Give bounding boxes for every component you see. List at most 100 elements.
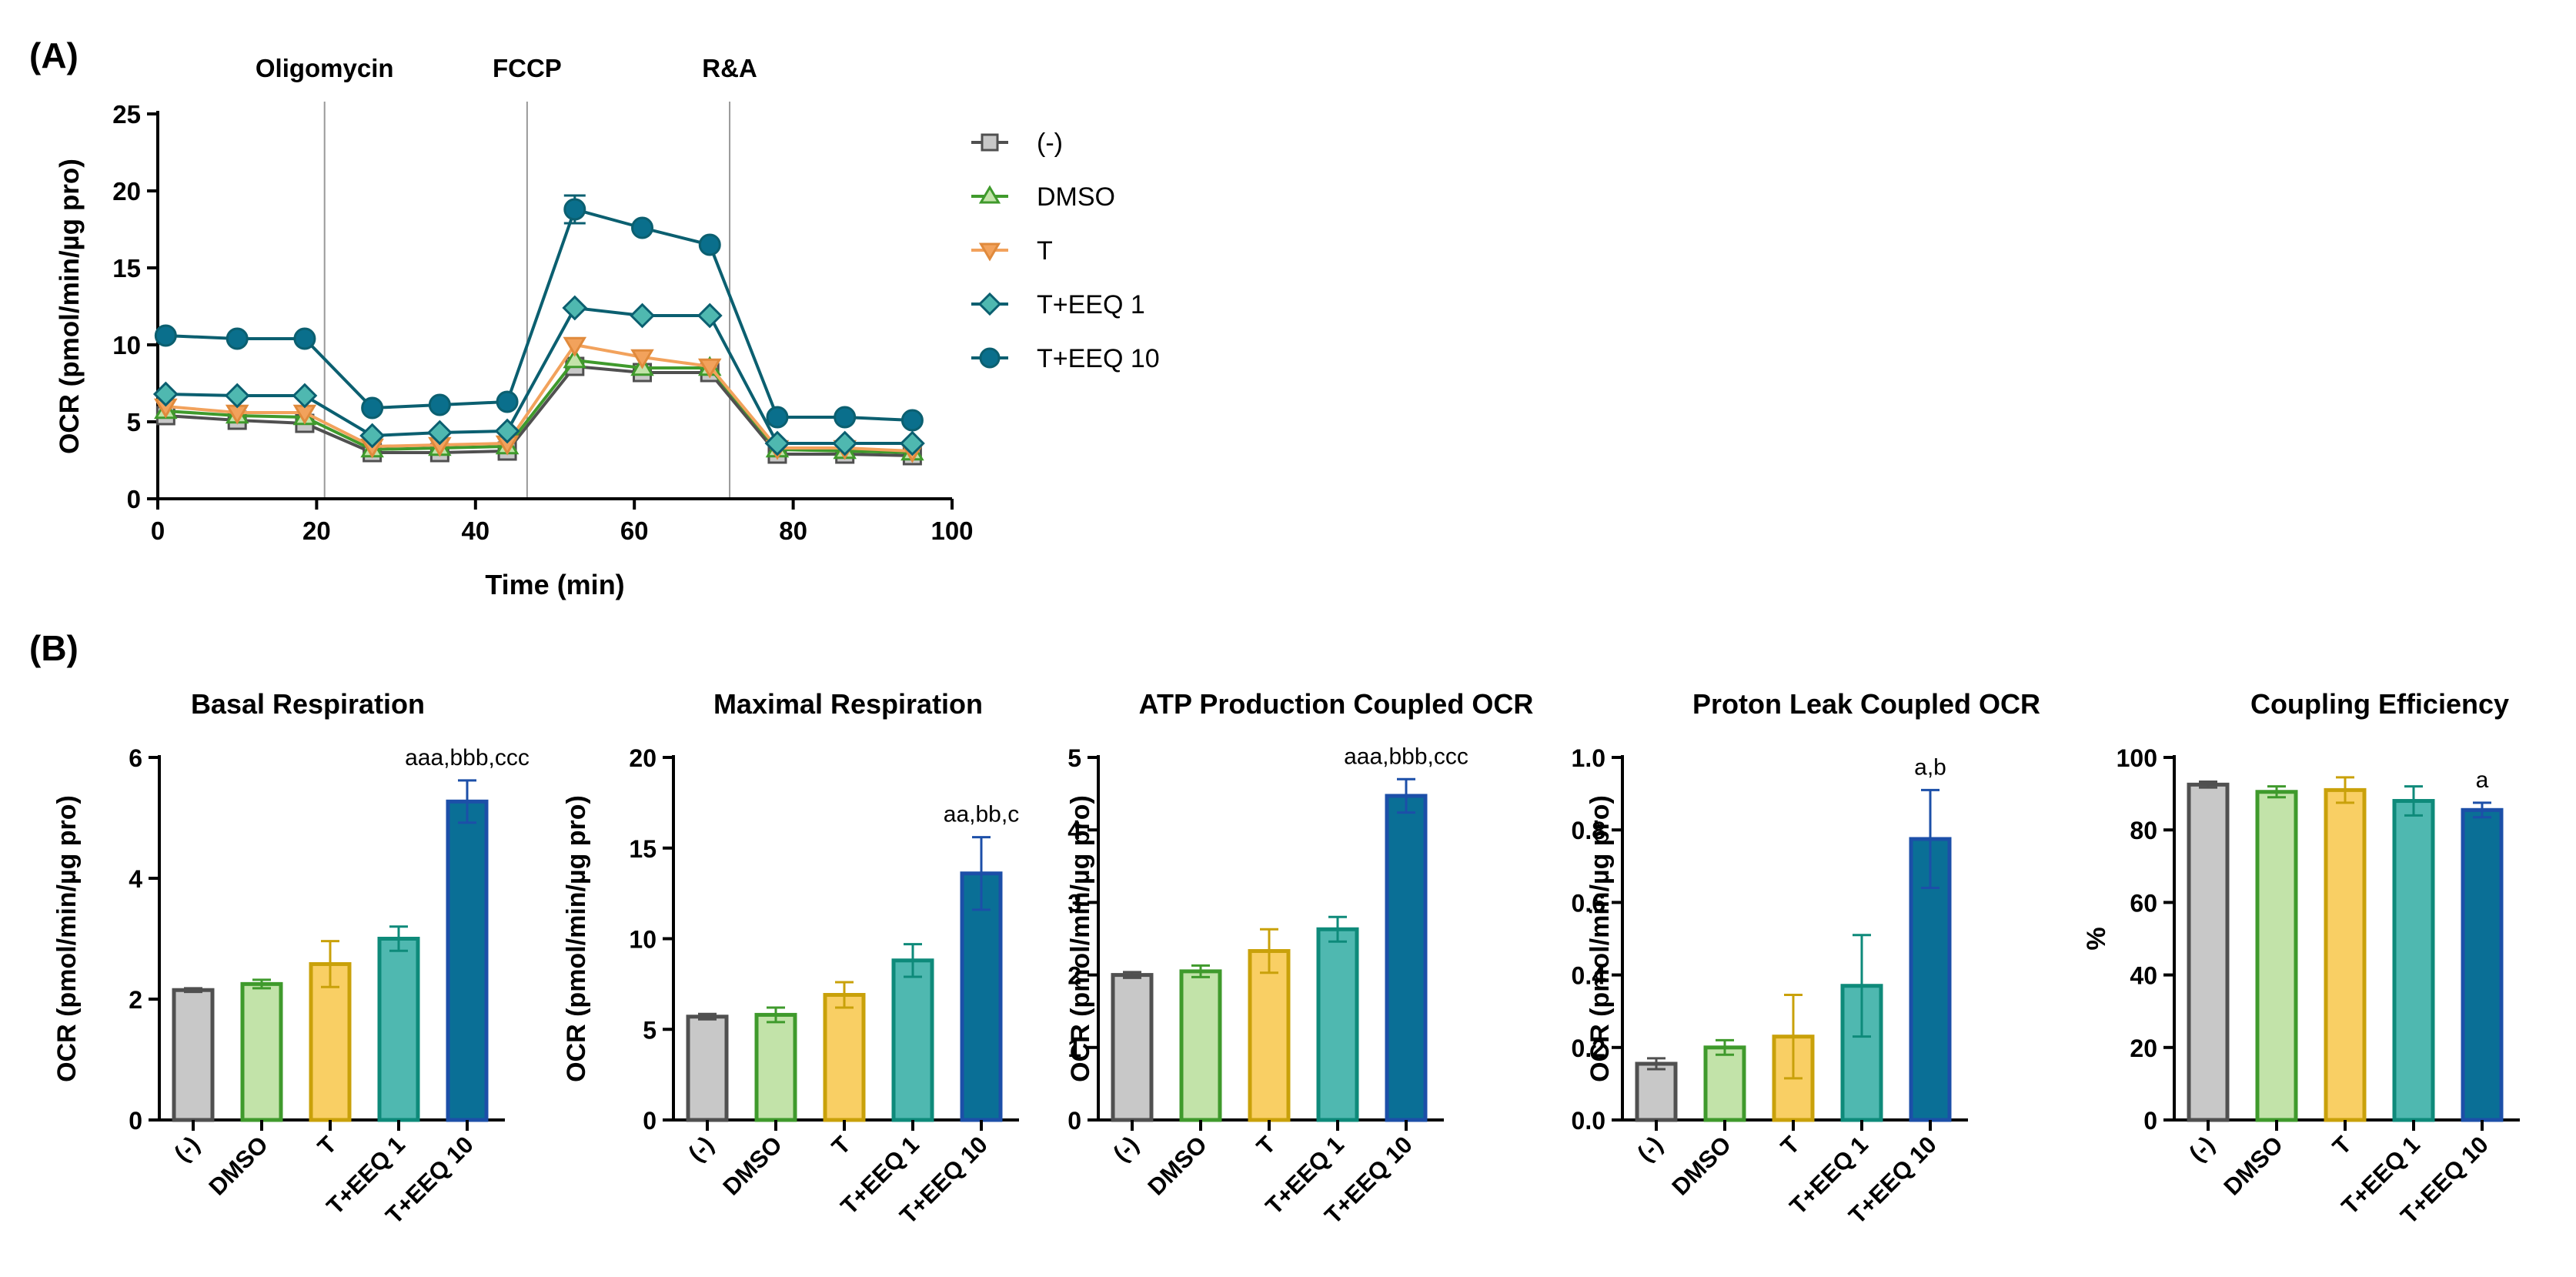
series-point	[630, 349, 654, 369]
significance-label: aaa,bbb,ccc	[405, 745, 530, 771]
bar-chart-4: Proton Leak Coupled OCR 0.0 0.2 0.4 0.6 0.8 1.…	[1572, 688, 2041, 1229]
series-point	[154, 324, 177, 347]
bar	[686, 1015, 729, 1122]
series-point	[152, 381, 179, 407]
series-point	[361, 396, 384, 420]
y-tick-label: 0.8	[1572, 817, 1605, 844]
y-axis-title: OCR (pmol/min/µg pro)	[1066, 795, 1095, 1082]
x-tick-label: T	[1776, 1131, 1805, 1160]
bar-chart-2: Maximal Respiration 0 5 10 15 20 OCR (pmol/min…	[562, 688, 1019, 1229]
x-tick-label: 100	[931, 516, 973, 545]
y-tick-label: 20	[629, 744, 657, 772]
y-tick-label: 6	[129, 744, 142, 772]
series-line	[165, 358, 913, 454]
y-tick-label: 1	[1067, 1035, 1081, 1062]
series-point	[563, 348, 587, 369]
bar	[1111, 973, 1154, 1122]
series-point	[224, 383, 250, 409]
y-tick-label: 2	[1067, 962, 1081, 990]
x-tick-label: 80	[779, 516, 807, 545]
bar	[891, 958, 934, 1122]
x-tick-label: (-)	[2183, 1131, 2220, 1167]
x-tick-label: T	[827, 1131, 856, 1160]
x-axis-title: Time (min)	[485, 569, 624, 600]
y-tick-label: 0	[643, 1107, 657, 1135]
chart-title: ATP Production Coupled OCR	[1139, 688, 1534, 720]
x-tick-label: 20	[302, 516, 331, 545]
y-tick-label: 20	[112, 177, 141, 206]
legend-marker	[978, 185, 1001, 204]
series-point	[698, 233, 721, 256]
series-point	[697, 303, 723, 329]
legend-marker	[979, 347, 1001, 369]
series-line	[165, 343, 913, 453]
y-tick-label: 5	[1067, 744, 1081, 772]
x-tick-label: DMSO	[203, 1131, 273, 1201]
series-point	[293, 327, 316, 350]
x-tick-label: T	[312, 1131, 342, 1160]
chart-title: Basal Respiration	[191, 688, 425, 720]
oxygen-consumption-line-chart: Oligomycin FCCP R&A 0 5 10 15 20 25 0 20 40 60 80 100 T…	[55, 54, 1160, 600]
bar	[172, 988, 215, 1122]
series-point	[766, 406, 789, 429]
significance-label: aaa,bbb,ccc	[1344, 744, 1468, 769]
bar	[823, 993, 866, 1122]
injection-label: R&A	[702, 54, 757, 82]
injection-label: Oligomycin	[256, 54, 394, 82]
y-tick-label: 0.2	[1572, 1035, 1605, 1062]
series-point	[562, 295, 588, 321]
y-tick-label: 3	[1067, 889, 1081, 917]
y-tick-label: 0.0	[1572, 1107, 1605, 1135]
bar	[1635, 1061, 1678, 1122]
bar	[2324, 787, 2367, 1122]
y-tick-label: 0.4	[1572, 962, 1606, 990]
series-line	[165, 364, 913, 457]
bar	[1703, 1045, 1746, 1122]
y-axis-title: OCR (pmol/min/µg pro)	[1585, 795, 1615, 1082]
legend-label: DMSO	[1037, 182, 1115, 212]
legend-marker	[981, 133, 999, 152]
significance-label: aa,bb,c	[944, 802, 1019, 827]
bar	[2255, 790, 2298, 1122]
y-tick-label: 5	[643, 1016, 657, 1044]
x-tick-label: 0	[151, 516, 165, 545]
y-axis-title: %	[2082, 927, 2111, 950]
legend-marker	[977, 292, 1002, 316]
bar	[2187, 782, 2230, 1122]
y-tick-label: 15	[112, 254, 141, 282]
x-tick-label: (-)	[683, 1131, 719, 1167]
y-tick-label: 10	[112, 331, 141, 359]
y-tick-label: 4	[129, 865, 142, 893]
bar	[1316, 927, 1359, 1122]
y-tick-label: 40	[2130, 962, 2157, 990]
y-tick-label: 0	[129, 1107, 142, 1135]
chart-title: Proton Leak Coupled OCR	[1692, 688, 2040, 720]
x-tick-label: T	[1251, 1131, 1281, 1160]
y-tick-label: 80	[2130, 817, 2157, 844]
y-tick-label: 0	[2143, 1107, 2157, 1135]
series-point	[631, 216, 654, 239]
x-tick-label: (-)	[1632, 1131, 1668, 1167]
y-tick-label: 5	[127, 408, 141, 436]
y-tick-label: 25	[112, 100, 141, 129]
legend-label: T	[1037, 236, 1053, 266]
significance-label: a	[2476, 767, 2489, 793]
bar	[377, 937, 420, 1122]
bar	[240, 981, 283, 1122]
y-tick-label: 0	[127, 485, 141, 513]
series-point	[630, 303, 655, 329]
series-point	[563, 336, 587, 357]
bar	[2461, 807, 2504, 1122]
series-point	[428, 393, 451, 416]
x-tick-label: 40	[461, 516, 489, 545]
series-point	[292, 383, 318, 409]
y-axis-title: OCR (pmol/min/µg pro)	[52, 795, 82, 1082]
significance-label: a,b	[1914, 754, 1946, 780]
y-tick-label: 4	[1067, 817, 1081, 844]
y-tick-label: 10	[629, 926, 657, 954]
chart-title: Maximal Respiration	[713, 688, 983, 720]
series-line	[165, 207, 913, 422]
y-axis-title: OCR (pmol/min/µg pro)	[562, 795, 591, 1082]
series-point	[496, 390, 519, 413]
